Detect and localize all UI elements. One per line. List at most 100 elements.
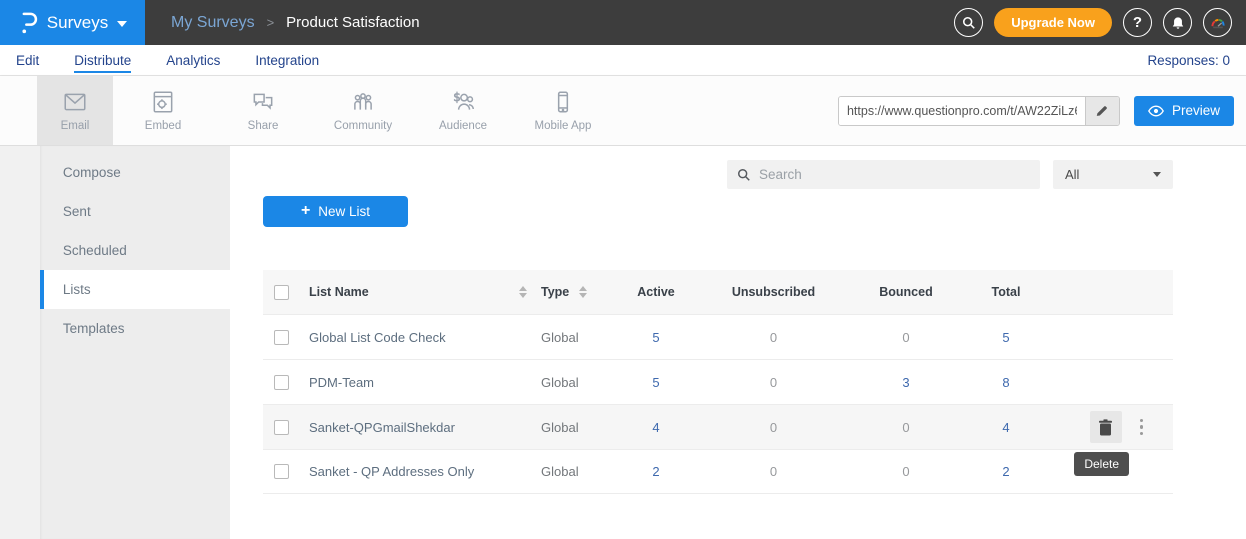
tab-analytics[interactable]: Analytics xyxy=(166,52,221,68)
search-icon xyxy=(738,168,750,181)
breadcrumb-current-survey: Product Satisfaction xyxy=(286,14,420,31)
list-type: Global xyxy=(541,374,579,390)
share-icon xyxy=(253,93,273,110)
breadcrumb: My Surveys > Product Satisfaction xyxy=(171,14,420,32)
survey-url-input[interactable] xyxy=(838,96,1085,125)
total-count[interactable]: 2 xyxy=(1002,464,1010,479)
channel-tab-share[interactable]: Share xyxy=(213,76,313,145)
channel-tab-community[interactable]: Community xyxy=(313,76,413,145)
usage-meter-button[interactable] xyxy=(1203,8,1232,37)
community-icon xyxy=(354,93,372,110)
channel-tab-email[interactable]: Email xyxy=(37,76,113,145)
list-type-filter-dropdown[interactable]: All xyxy=(1053,160,1173,189)
app-header: Surveys My Surveys > Product Satisfactio… xyxy=(0,0,1246,45)
channel-tab-audience[interactable]: $ Audience xyxy=(413,76,513,145)
survey-url-box xyxy=(837,95,1120,126)
list-type: Global xyxy=(541,329,579,345)
embed-icon xyxy=(153,91,173,113)
active-count[interactable]: 4 xyxy=(652,419,660,435)
upgrade-now-button[interactable]: Upgrade Now xyxy=(994,8,1112,37)
bounced-count: 3 xyxy=(902,374,910,390)
table-row: Global List Code Check Global 5 0 0 5 De… xyxy=(263,314,1173,359)
table-header-row: List Name Type Active Unsubscribed Bounc… xyxy=(263,270,1173,314)
unsubscribed-count: 0 xyxy=(769,329,778,345)
notifications-button[interactable] xyxy=(1163,8,1192,37)
tab-integration[interactable]: Integration xyxy=(255,52,320,68)
channel-tab-label: Mobile App xyxy=(534,120,592,132)
list-name-link[interactable]: Global List Code Check xyxy=(309,329,446,345)
column-header-type[interactable]: Type xyxy=(541,285,570,299)
usage-gauge-icon xyxy=(1210,18,1225,28)
product-menu[interactable]: Surveys xyxy=(0,0,145,45)
channel-tab-embed[interactable]: Embed xyxy=(113,76,213,145)
eye-icon xyxy=(1148,105,1164,116)
delete-list-button[interactable] xyxy=(1089,411,1122,443)
responses-count[interactable]: Responses: 0 xyxy=(1147,52,1230,68)
row-more-menu-icon[interactable] xyxy=(1138,417,1146,438)
column-header-list-name[interactable]: List Name xyxy=(309,285,369,299)
edit-url-button[interactable] xyxy=(1084,96,1119,125)
total-count[interactable]: 4 xyxy=(1002,419,1010,435)
row-checkbox[interactable] xyxy=(274,419,289,435)
email-sidebar: Compose Sent Scheduled Lists Templates xyxy=(39,146,230,539)
bounced-count: 0 xyxy=(902,419,910,435)
sidebar-item-templates[interactable]: Templates xyxy=(62,321,125,336)
select-all-checkbox[interactable] xyxy=(274,284,289,300)
content-area: Compose Sent Scheduled Lists Templates A… xyxy=(0,146,1246,539)
svg-text:$: $ xyxy=(453,90,461,104)
list-name-link[interactable]: Sanket-QPGmailShekdar xyxy=(309,419,455,435)
search-input[interactable] xyxy=(759,167,1030,182)
breadcrumb-my-surveys[interactable]: My Surveys xyxy=(171,13,255,31)
table-row: Sanket-QPGmailShekdar Global 4 0 0 4 Del… xyxy=(263,404,1173,476)
channel-tab-label: Community xyxy=(333,120,393,132)
column-header-bounced: Bounced xyxy=(879,285,933,299)
unsubscribed-count: 0 xyxy=(769,464,778,479)
sidebar-item-scheduled[interactable]: Scheduled xyxy=(62,243,127,258)
email-icon xyxy=(64,93,86,111)
active-count[interactable]: 5 xyxy=(652,374,660,390)
active-count[interactable]: 5 xyxy=(652,329,660,345)
sidebar-item-compose[interactable]: Compose xyxy=(62,165,121,180)
sort-icon[interactable] xyxy=(519,286,527,298)
bounced-count: 0 xyxy=(902,464,910,479)
table-row: Sanket - QP Addresses Only Global 2 0 0 … xyxy=(263,449,1173,494)
list-name-link[interactable]: PDM-Team xyxy=(309,374,375,390)
tab-distribute[interactable]: Distribute xyxy=(74,48,132,73)
column-header-active: Active xyxy=(637,285,675,299)
channel-tab-label: Email xyxy=(60,120,90,132)
chevron-down-icon xyxy=(117,20,128,27)
header-actions: Upgrade Now ? xyxy=(954,8,1232,37)
total-count[interactable]: 5 xyxy=(1002,329,1010,345)
left-gutter xyxy=(0,146,40,539)
product-menu-label: Surveys xyxy=(46,12,109,32)
row-checkbox[interactable] xyxy=(274,464,289,479)
row-checkbox[interactable] xyxy=(274,329,289,345)
toolbar-right: Preview xyxy=(837,76,1234,145)
column-header-unsubscribed: Unsubscribed xyxy=(731,285,816,299)
total-count[interactable]: 8 xyxy=(1002,374,1010,390)
row-checkbox[interactable] xyxy=(274,374,289,390)
sidebar-item-lists[interactable]: Lists xyxy=(39,270,230,309)
filter-selected-value: All xyxy=(1065,167,1080,182)
pencil-icon xyxy=(1097,105,1108,116)
notifications-bell-icon xyxy=(1172,16,1183,29)
chevron-down-icon xyxy=(1153,172,1161,177)
table-row: PDM-Team Global 5 0 3 8 Delete xyxy=(263,359,1173,404)
distribute-toolbar: Email Embed Share Community $ xyxy=(0,76,1246,146)
preview-button[interactable]: Preview xyxy=(1133,95,1234,126)
help-button[interactable]: ? xyxy=(1123,8,1152,37)
mobile-app-icon xyxy=(557,91,569,113)
new-list-label: New List xyxy=(318,204,371,219)
sort-icon[interactable] xyxy=(579,286,588,298)
list-table-body: Global List Code Check Global 5 0 0 5 De… xyxy=(263,314,1173,494)
search-button[interactable] xyxy=(954,8,984,37)
active-count[interactable]: 2 xyxy=(652,464,660,479)
questionpro-logo-icon xyxy=(22,12,37,33)
channel-tab-mobile-app[interactable]: Mobile App xyxy=(513,76,613,145)
channel-tab-label: Share xyxy=(247,120,279,132)
sidebar-item-sent[interactable]: Sent xyxy=(62,204,91,219)
search-box xyxy=(727,160,1040,189)
tab-edit[interactable]: Edit xyxy=(16,52,40,68)
list-name-link[interactable]: Sanket - QP Addresses Only xyxy=(309,464,475,479)
new-list-button[interactable]: + New List xyxy=(263,196,408,227)
